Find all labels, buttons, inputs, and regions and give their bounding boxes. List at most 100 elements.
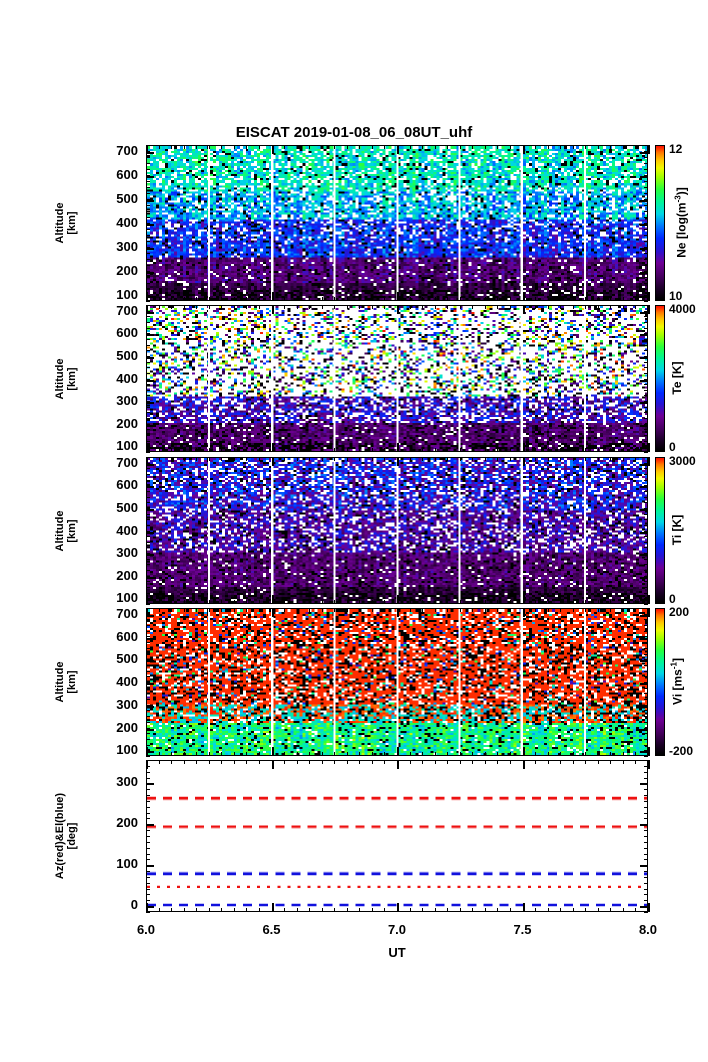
yminortick xyxy=(644,836,648,837)
panel-vi xyxy=(146,608,648,756)
ytickmark xyxy=(146,425,154,427)
yminortick xyxy=(644,871,648,872)
xminortick xyxy=(623,457,624,461)
xminortick xyxy=(372,305,373,309)
ytick-te-300: 300 xyxy=(116,393,138,409)
yminortick xyxy=(644,760,648,761)
xminortick xyxy=(171,752,172,756)
xmajortick xyxy=(648,608,650,617)
xminortick xyxy=(472,305,473,309)
xminortick xyxy=(209,305,210,309)
xminortick xyxy=(322,600,323,604)
xtick-6.5: 6.5 xyxy=(262,922,281,937)
xminortick xyxy=(460,448,461,452)
xminortick xyxy=(585,752,586,756)
yminortick xyxy=(146,474,150,475)
xminortick xyxy=(384,908,385,912)
yminortick xyxy=(146,699,150,700)
yminortick xyxy=(644,452,648,453)
yminortick xyxy=(644,614,648,615)
ytickmark xyxy=(146,334,154,336)
xminortick xyxy=(447,760,448,764)
xminortick xyxy=(497,760,498,764)
colorbar-ti xyxy=(655,457,665,604)
xminortick xyxy=(410,448,411,452)
ytickmark xyxy=(640,272,648,274)
yminortick xyxy=(644,648,648,649)
ytickmark xyxy=(146,706,154,708)
panel-te xyxy=(146,305,648,452)
xminortick xyxy=(297,908,298,912)
ytick-te-500: 500 xyxy=(116,348,138,363)
xminortick xyxy=(610,760,611,764)
xmajortick xyxy=(648,305,650,314)
xmajortick xyxy=(523,760,525,769)
xminortick xyxy=(384,297,385,301)
xminortick xyxy=(497,297,498,301)
ytick-ti-600: 600 xyxy=(116,477,138,493)
ytickmark xyxy=(146,272,154,274)
xminortick xyxy=(410,457,411,461)
xminortick xyxy=(535,908,536,912)
ytickmark xyxy=(640,638,648,640)
ytickmark xyxy=(640,660,648,662)
xminortick xyxy=(460,608,461,612)
xminortick xyxy=(209,448,210,452)
ylabel-line1: Az(red)&El(blue) xyxy=(54,792,66,880)
xminortick xyxy=(171,908,172,912)
xminortick xyxy=(359,908,360,912)
xminortick xyxy=(246,600,247,604)
ylabel-te: Altitude [km] xyxy=(54,343,78,415)
xmajortick xyxy=(272,760,274,769)
ytick-ti-400: 400 xyxy=(116,522,138,538)
xminortick xyxy=(171,600,172,604)
xminortick xyxy=(297,752,298,756)
ytickmark xyxy=(146,683,154,685)
xminortick xyxy=(598,600,599,604)
yminortick xyxy=(146,316,150,317)
xminortick xyxy=(497,305,498,309)
xminortick xyxy=(221,448,222,452)
yminortick xyxy=(644,418,648,419)
yminortick xyxy=(644,783,648,784)
xminortick xyxy=(460,145,461,149)
xminortick xyxy=(535,760,536,764)
xminortick xyxy=(585,908,586,912)
ytick-ne-500: 500 xyxy=(116,191,138,207)
xmajortick xyxy=(648,457,650,466)
xminortick xyxy=(635,448,636,452)
xmajortick xyxy=(397,903,399,912)
xminortick xyxy=(334,752,335,756)
xminortick xyxy=(171,608,172,612)
xminortick xyxy=(234,145,235,149)
yminortick xyxy=(146,739,150,740)
xminortick xyxy=(610,908,611,912)
yminortick xyxy=(146,756,150,757)
yminortick xyxy=(146,564,150,565)
xminortick xyxy=(535,305,536,309)
yminortick xyxy=(644,889,648,890)
yminortick xyxy=(146,536,150,537)
xminortick xyxy=(384,760,385,764)
yminortick xyxy=(644,848,648,849)
xminortick xyxy=(422,908,423,912)
xminortick xyxy=(472,457,473,461)
ytickmark xyxy=(146,751,154,753)
xmajortick xyxy=(272,903,274,912)
xminortick xyxy=(435,752,436,756)
yminortick xyxy=(644,424,648,425)
xminortick xyxy=(359,600,360,604)
xminortick xyxy=(598,457,599,461)
xmajortick xyxy=(397,608,399,617)
yminortick xyxy=(146,508,150,509)
xmajortick xyxy=(397,457,399,466)
yminortick xyxy=(644,311,648,312)
yminortick xyxy=(644,766,648,767)
xmajortick xyxy=(146,608,148,617)
yminortick xyxy=(146,877,150,878)
xminortick xyxy=(259,908,260,912)
yminortick xyxy=(644,525,648,526)
yminortick xyxy=(146,542,150,543)
xminortick xyxy=(485,608,486,612)
panel-ti xyxy=(146,457,648,604)
